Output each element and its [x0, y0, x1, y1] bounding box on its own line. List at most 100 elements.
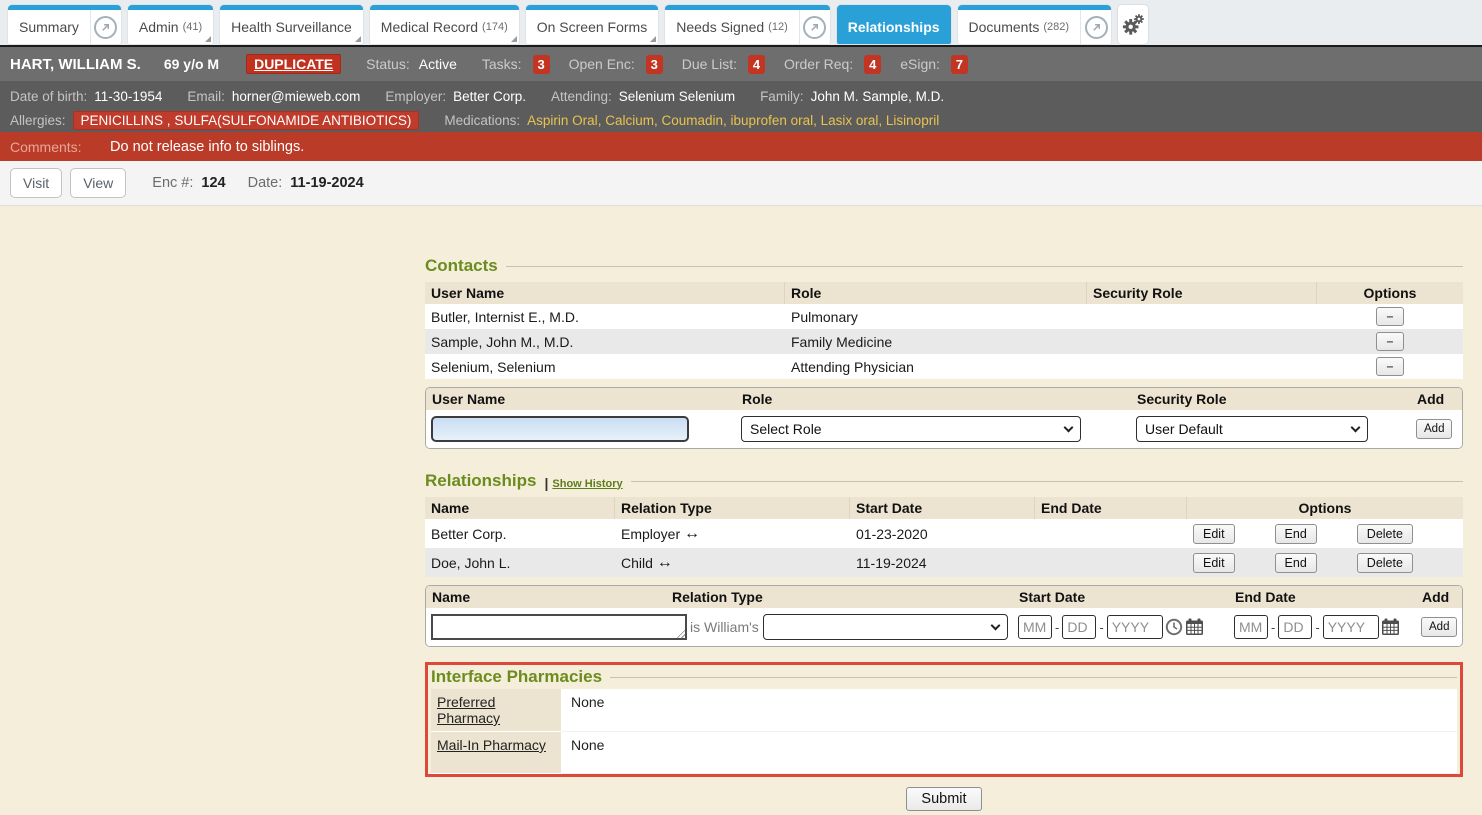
- documents-popup-button[interactable]: [1080, 10, 1111, 44]
- tab-on-screen-forms[interactable]: On Screen Forms: [525, 5, 659, 44]
- due-list-badge[interactable]: 4: [747, 54, 765, 74]
- add-rel-name-header: Name: [432, 589, 471, 605]
- submit-button[interactable]: Submit: [906, 787, 982, 811]
- duplicate-flag[interactable]: DUPLICATE: [246, 54, 342, 74]
- contacts-table-header: User Name Role Security Role Options: [425, 282, 1463, 304]
- edit-relationship-button[interactable]: Edit: [1193, 523, 1235, 544]
- tab-documents[interactable]: Documents (282): [957, 5, 1112, 44]
- contact-security-role-select[interactable]: User Default: [1136, 416, 1368, 442]
- medication-link[interactable]: Coumadin: [661, 113, 730, 128]
- tab-needs-signed-count: (12): [768, 21, 788, 33]
- time-picker-button[interactable]: [1165, 618, 1183, 636]
- encounter-toolbar: Visit View Enc #: 124 Date: 11-19-2024: [0, 161, 1482, 206]
- medications-list: Aspirin OralCalciumCoumadinibuprofen ora…: [527, 113, 939, 128]
- open-enc-badge[interactable]: 3: [645, 54, 663, 74]
- visit-button[interactable]: Visit: [10, 168, 63, 198]
- relationship-name: Better Corp.: [431, 525, 507, 542]
- add-rel-start-header: Start Date: [1019, 589, 1086, 605]
- relationship-name: Doe, John L.: [431, 554, 511, 571]
- tab-documents-count: (282): [1043, 21, 1070, 33]
- settings-button[interactable]: [1118, 5, 1149, 44]
- bidirectional-arrow-icon[interactable]: ↔: [656, 553, 673, 571]
- contacts-section-header: Contacts: [425, 256, 1463, 276]
- start-day-input[interactable]: [1062, 615, 1097, 639]
- edit-relationship-button[interactable]: Edit: [1193, 552, 1235, 573]
- tab-on-screen-forms-label: On Screen Forms: [536, 19, 648, 35]
- add-contact-user-name-header: User Name: [432, 391, 506, 407]
- order-req-badge[interactable]: 4: [864, 54, 882, 74]
- end-date-calendar-button[interactable]: [1381, 618, 1400, 636]
- contact-user-name: Sample, John M., M.D.: [431, 333, 574, 350]
- tab-health-surveillance[interactable]: Health Surveillance: [220, 5, 363, 44]
- start-month-input[interactable]: [1018, 615, 1052, 639]
- relationship-name-input[interactable]: [431, 614, 687, 640]
- popup-arrow-icon: [1084, 15, 1108, 39]
- relationship-start-date: 11-19-2024: [856, 554, 927, 571]
- end-year-input[interactable]: [1322, 615, 1379, 639]
- clock-icon: [1165, 618, 1182, 636]
- tab-medical-record[interactable]: Medical Record (174): [369, 5, 519, 44]
- view-button[interactable]: View: [70, 168, 127, 198]
- tab-relationships[interactable]: Relationships: [836, 5, 951, 44]
- start-date-calendar-button[interactable]: [1185, 618, 1204, 636]
- tasks-badge[interactable]: 3: [532, 54, 550, 74]
- tab-relationships-label: Relationships: [847, 19, 940, 35]
- remove-contact-button[interactable]: −: [1376, 332, 1404, 351]
- patient-age-sex: 69 y/o M: [163, 56, 220, 72]
- end-relationship-button[interactable]: End: [1274, 523, 1317, 544]
- tab-needs-signed-label: Needs Signed: [676, 19, 765, 35]
- contact-role: Attending Physician: [791, 358, 914, 375]
- delete-relationship-button[interactable]: Delete: [1356, 552, 1413, 573]
- needs-signed-popup-button[interactable]: [798, 10, 830, 44]
- start-year-input[interactable]: [1106, 615, 1163, 639]
- tab-summary[interactable]: Summary: [8, 5, 121, 44]
- contact-user-name: Butler, Internist E., M.D.: [431, 308, 579, 325]
- end-day-input[interactable]: [1278, 615, 1313, 639]
- tab-health-surveillance-label: Health Surveillance: [231, 19, 352, 35]
- tab-admin[interactable]: Admin (41): [127, 5, 214, 44]
- add-rel-end-header: End Date: [1235, 589, 1296, 605]
- relationship-start-date: 01-23-2020: [856, 525, 928, 542]
- medication-link[interactable]: Calcium: [605, 113, 661, 128]
- delete-relationship-button[interactable]: Delete: [1356, 523, 1413, 544]
- relationships-section-header: Relationships | Show History: [425, 471, 1463, 491]
- bidirectional-arrow-icon[interactable]: ↔: [684, 524, 701, 542]
- tab-admin-label: Admin: [138, 19, 179, 35]
- remove-contact-button[interactable]: −: [1376, 307, 1404, 326]
- mail-in-pharmacy-link[interactable]: Mail-In Pharmacy: [437, 737, 546, 753]
- medication-link[interactable]: Lasix oral: [821, 113, 886, 128]
- family-value: John M. Sample, M.D.: [810, 88, 945, 104]
- rel-col-start-date: Start Date: [850, 497, 1035, 519]
- popup-arrow-icon: [803, 15, 827, 39]
- end-month-input[interactable]: [1234, 615, 1268, 639]
- allergies-value[interactable]: PENICILLINS , SULFA(SULFONAMIDE ANTIBIOT…: [72, 110, 420, 130]
- calendar-icon: [1381, 618, 1399, 635]
- patient-name: HART, WILLIAM S.: [10, 55, 141, 73]
- preferred-pharmacy-link[interactable]: Preferred Pharmacy: [437, 694, 501, 726]
- contacts-col-role: Role: [785, 282, 1087, 304]
- esign-badge[interactable]: 7: [950, 54, 968, 74]
- tab-admin-count: (41): [182, 21, 203, 33]
- comments-label: Comments:: [10, 138, 82, 155]
- end-relationship-button[interactable]: End: [1274, 552, 1317, 573]
- contact-role-select[interactable]: Select Role: [741, 416, 1081, 442]
- add-contact-button[interactable]: Add: [1416, 419, 1453, 439]
- add-rel-add-header: Add: [1422, 589, 1450, 605]
- relationship-end-date: [1035, 521, 1187, 546]
- relationship-end-date: [1035, 550, 1187, 575]
- medication-link[interactable]: Aspirin Oral: [527, 113, 605, 128]
- medication-link[interactable]: ibuprofen oral: [731, 113, 821, 128]
- summary-popup-button[interactable]: [89, 10, 121, 44]
- resize-handle[interactable]: [676, 629, 685, 638]
- contact-row: Selenium, Selenium Attending Physician −: [425, 354, 1463, 379]
- rel-col-relation-type: Relation Type: [615, 497, 850, 519]
- interface-pharmacies-highlight: Interface Pharmacies Preferred Pharmacy …: [425, 662, 1463, 777]
- show-history-link[interactable]: Show History: [552, 477, 623, 490]
- tab-needs-signed[interactable]: Needs Signed (12): [665, 5, 830, 44]
- add-relationship-button[interactable]: Add: [1421, 617, 1458, 637]
- remove-contact-button[interactable]: −: [1376, 357, 1404, 376]
- medication-link[interactable]: Lisinopril: [885, 112, 940, 128]
- relation-type-select[interactable]: [762, 614, 1008, 640]
- relationship-type: Employer: [621, 525, 681, 542]
- contact-user-name-input[interactable]: [431, 416, 689, 442]
